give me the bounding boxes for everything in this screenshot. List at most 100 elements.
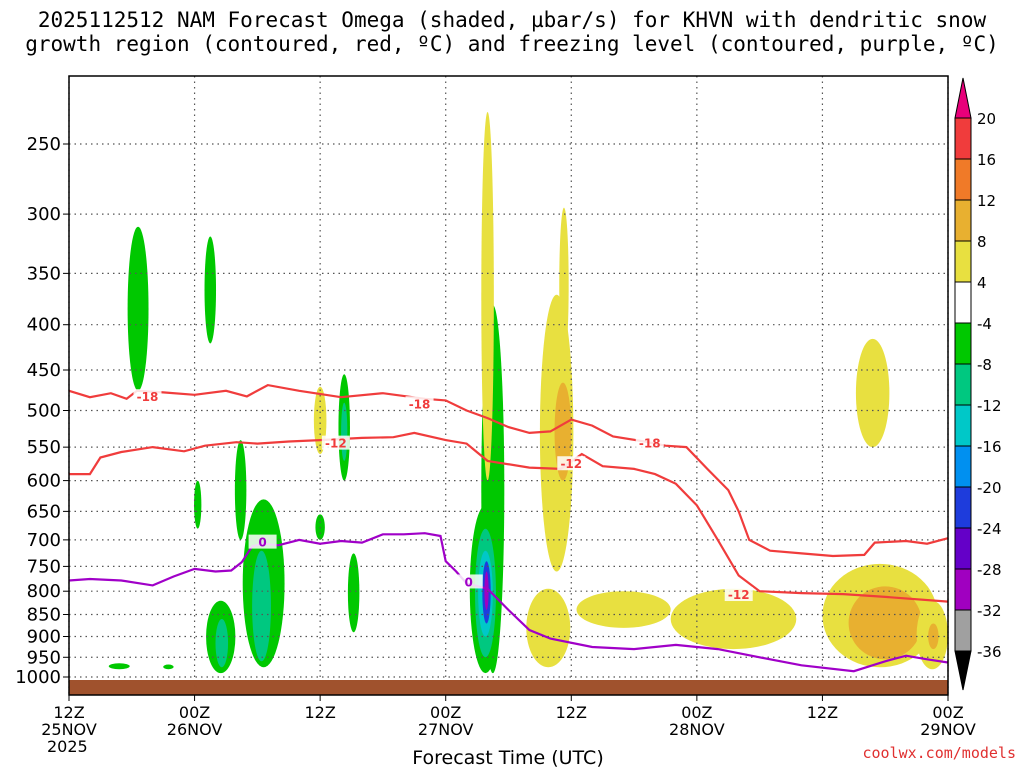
contour-label-bg-1-1 (557, 456, 586, 471)
colorbar-arrow-top (954, 77, 972, 119)
plot-area (69, 76, 948, 695)
credit-text: coolwx.com/models (862, 744, 1016, 762)
contour-label-0-1: -18 (409, 397, 431, 411)
y-tick-label-250: 250 (27, 134, 61, 155)
omega-region-2 (194, 480, 202, 529)
y-tick-label-500: 500 (27, 401, 61, 422)
x-tick-label-0-1: 25NOV (41, 720, 97, 739)
x-tick-label-0-2: 2025 (47, 737, 88, 756)
terrain-ground (69, 680, 948, 695)
colorbar-label-12: -32 (977, 602, 1002, 620)
contour-label-1-2: -12 (728, 588, 750, 602)
colorbar-label-4: 4 (977, 274, 987, 292)
omega-region-3 (234, 440, 247, 540)
colorbar-segment-1 (954, 117, 972, 160)
colorbar-label-1: 16 (977, 151, 996, 169)
y-tick-label-700: 700 (27, 530, 61, 551)
colorbar-label-8: -16 (977, 438, 1002, 456)
contour-0 (68, 383, 949, 558)
colorbar-segment-10 (954, 486, 972, 529)
omega-region-21 (481, 111, 494, 481)
colorbar-segment-8 (954, 404, 972, 447)
x-tick-label-60-1: 28NOV (669, 720, 725, 739)
contour-label-1-1: -12 (560, 457, 582, 471)
colorbar-label-13: -36 (977, 643, 1002, 661)
y-tick-label-600: 600 (27, 471, 61, 492)
x-tick-label-36-0: 00Z (430, 703, 461, 722)
y-tick-label-850: 850 (27, 605, 61, 626)
y-tick-label-650: 650 (27, 501, 61, 522)
contour-label-bg-0-2 (635, 435, 664, 450)
y-tick-label-1000: 1000 (15, 667, 61, 688)
omega-region-25 (526, 588, 571, 668)
contour-label-2-0: 0 (258, 536, 266, 550)
y-tick-label-800: 800 (27, 581, 61, 602)
omega-region-10 (347, 553, 360, 633)
contour-label-bg-1-2 (724, 587, 753, 602)
x-tick-label-0-0: 12Z (53, 703, 84, 722)
colorbar-segment-6 (954, 322, 972, 365)
omega-region-17 (484, 571, 489, 610)
omega-region-24 (554, 382, 572, 481)
colorbar: 20 16 12 8 4 -4 -8 -12 -16 -20 -24 -28 -32 -36 (954, 77, 1002, 691)
colorbar-segment-5 (954, 281, 972, 324)
x-tick-label-72-0: 12Z (807, 703, 838, 722)
omega-region-32 (855, 338, 890, 448)
colorbar-label-3: 8 (977, 233, 987, 251)
contour-label-0-2: -18 (639, 437, 661, 451)
contour-label-bg-2-1 (454, 574, 483, 589)
x-tick-label-12-0: 00Z (179, 703, 210, 722)
colorbar-arrow-bottom (954, 650, 972, 691)
omega-region-19 (163, 664, 174, 670)
contour-label-bg-0-0 (133, 389, 162, 404)
x-tick-label-84-0: 00Z (932, 703, 963, 722)
y-tick-label-900: 900 (27, 626, 61, 647)
colorbar-segment-12 (954, 568, 972, 611)
contour-label-2-1: 0 (465, 575, 473, 589)
colorbar-segment-3 (954, 199, 972, 242)
contour-2 (68, 532, 949, 673)
chart-title: 2025112512 NAM Forecast Omega (shaded, µ… (0, 8, 1024, 56)
y-tick-label-950: 950 (27, 647, 61, 668)
colorbar-segment-13 (954, 609, 972, 652)
colorbar-label-5: -4 (977, 315, 992, 333)
omega-region-1 (204, 236, 217, 344)
omega-region-27 (670, 588, 797, 650)
colorbar-segment-9 (954, 445, 972, 488)
x-tick-label-48-0: 12Z (556, 703, 587, 722)
y-tick-label-350: 350 (27, 263, 61, 284)
y-tick-label-300: 300 (27, 204, 61, 225)
contour-label-bg-2-0 (248, 534, 277, 549)
colorbar-segment-2 (954, 158, 972, 201)
y-axis-ticks: 2503003504004505005506006507007508008509… (15, 134, 69, 688)
omega-region-26 (576, 591, 671, 628)
contour-lines: -18 -18 -18 -12 -12 -12 0 0 (68, 383, 949, 673)
x-tick-label-60-0: 00Z (681, 703, 712, 722)
colorbar-label-7: -12 (977, 397, 1002, 415)
y-tick-label-450: 450 (27, 360, 61, 381)
omega-region-5 (252, 550, 271, 662)
contour-label-bg-1-0 (321, 435, 350, 450)
x-tick-label-12-1: 26NOV (167, 720, 223, 739)
colorbar-label-11: -28 (977, 561, 1002, 579)
plot-frame (68, 75, 949, 696)
grid-lines (68, 76, 949, 695)
colorbar-label-9: -20 (977, 479, 1002, 497)
colorbar-segment-4 (954, 240, 972, 283)
omega-region-18 (108, 663, 130, 670)
omega-region-9 (341, 402, 348, 461)
chart-title-line2: growth region (contoured, red, ºC) and f… (25, 32, 999, 56)
colorbar-segment-7 (954, 363, 972, 406)
omega-region-29 (848, 586, 922, 660)
contour-1 (69, 431, 949, 603)
contour-label-0-0: -18 (137, 390, 159, 404)
x-tick-label-84-1: 29NOV (920, 720, 976, 739)
contour-label-1-0: -12 (325, 437, 347, 451)
colorbar-label-2: 12 (977, 192, 996, 210)
x-tick-label-36-1: 27NOV (418, 720, 474, 739)
colorbar-label-6: -8 (977, 356, 992, 374)
contour-label-bg-0-1 (405, 396, 434, 411)
colorbar-segment-11 (954, 527, 972, 570)
